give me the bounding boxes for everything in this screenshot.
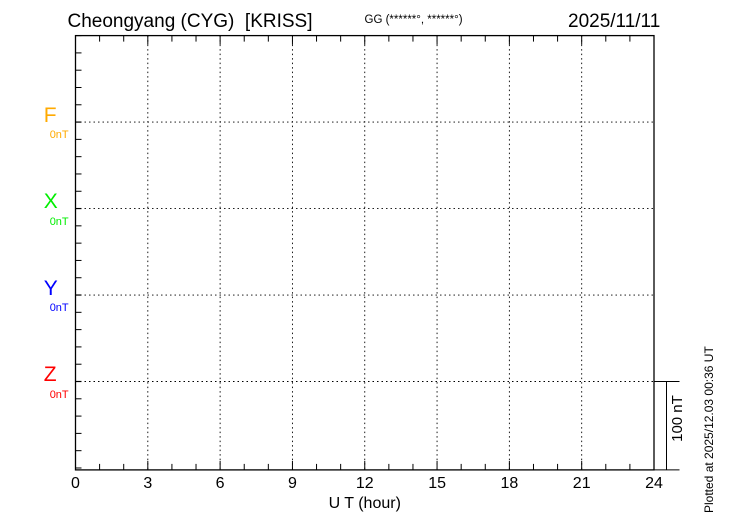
svg-text:100 nT: 100 nT: [669, 395, 686, 442]
svg-text:Plotted at 2025/12.03 00:36 UT: Plotted at 2025/12.03 00:36 UT: [702, 346, 716, 513]
